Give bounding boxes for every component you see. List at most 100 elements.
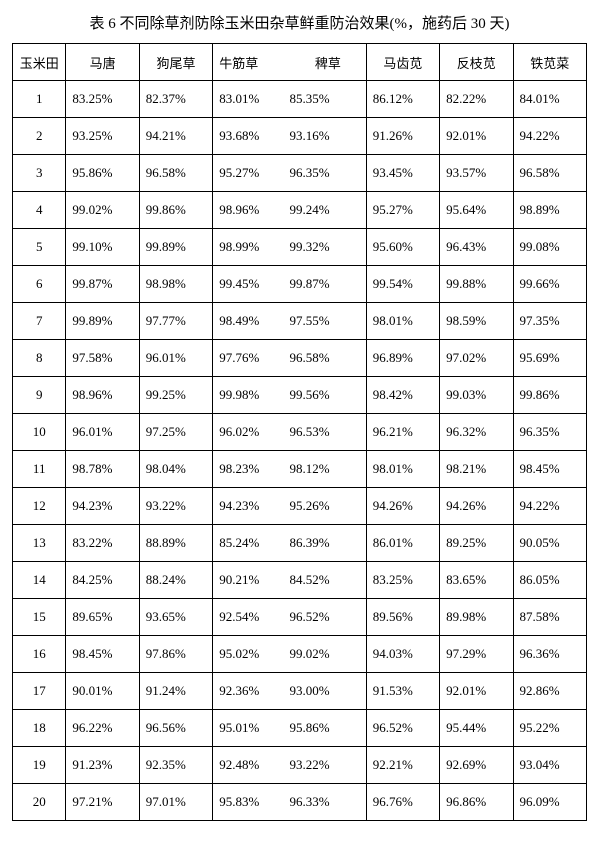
cell-madang: 96.01% (66, 414, 139, 451)
cell-fanzhi: 94.26% (440, 488, 513, 525)
cell-tiexian: 94.22% (513, 118, 586, 155)
cell-niujin: 93.68% (219, 128, 289, 144)
cell-tiexian: 86.05% (513, 562, 586, 599)
cell-tiexian: 95.69% (513, 340, 586, 377)
cell-machi: 98.01% (366, 451, 439, 488)
cell-gouwei: 93.65% (139, 599, 212, 636)
cell-madang: 97.58% (66, 340, 139, 377)
cell-fanzhi: 99.03% (440, 377, 513, 414)
cell-fanzhi: 99.88% (440, 266, 513, 303)
cell-tiexian: 96.09% (513, 784, 586, 821)
cell-niujin: 95.01% (219, 720, 289, 736)
cell-bai: 98.12% (290, 461, 360, 477)
cell-niujin-bai: 95.27%96.35% (213, 155, 367, 192)
cell-machi: 93.45% (366, 155, 439, 192)
cell-tiexian: 97.35% (513, 303, 586, 340)
cell-id: 15 (13, 599, 66, 636)
cell-niujin-bai: 99.45%99.87% (213, 266, 367, 303)
cell-fanzhi: 95.64% (440, 192, 513, 229)
cell-gouwei: 93.22% (139, 488, 212, 525)
cell-madang: 98.45% (66, 636, 139, 673)
cell-id: 9 (13, 377, 66, 414)
cell-id: 19 (13, 747, 66, 784)
table-row: 1198.78%98.04%98.23%98.12%98.01%98.21%98… (13, 451, 587, 488)
cell-madang: 93.25% (66, 118, 139, 155)
col-fanzhi: 反枝苋 (440, 44, 513, 81)
col-bai: 稗草 (293, 53, 363, 72)
cell-tiexian: 99.86% (513, 377, 586, 414)
cell-niujin: 90.21% (219, 572, 289, 588)
cell-id: 1 (13, 81, 66, 118)
cell-madang: 98.78% (66, 451, 139, 488)
cell-gouwei: 97.77% (139, 303, 212, 340)
cell-gouwei: 97.01% (139, 784, 212, 821)
cell-id: 2 (13, 118, 66, 155)
cell-niujin-bai: 97.76%96.58% (213, 340, 367, 377)
col-tiexian: 铁苋菜 (513, 44, 586, 81)
table-row: 2097.21%97.01%95.83%96.33%96.76%96.86%96… (13, 784, 587, 821)
cell-id: 10 (13, 414, 66, 451)
cell-niujin: 95.83% (219, 794, 289, 810)
cell-id: 5 (13, 229, 66, 266)
cell-niujin: 99.98% (219, 387, 289, 403)
cell-id: 14 (13, 562, 66, 599)
cell-bai: 97.55% (290, 313, 360, 329)
table-row: 1589.65%93.65%92.54%96.52%89.56%89.98%87… (13, 599, 587, 636)
cell-fanzhi: 89.98% (440, 599, 513, 636)
cell-tiexian: 93.04% (513, 747, 586, 784)
cell-niujin: 92.36% (219, 683, 289, 699)
cell-tiexian: 96.58% (513, 155, 586, 192)
cell-madang: 96.22% (66, 710, 139, 747)
table-row: 1790.01%91.24%92.36%93.00%91.53%92.01%92… (13, 673, 587, 710)
cell-gouwei: 96.01% (139, 340, 212, 377)
cell-fanzhi: 92.01% (440, 673, 513, 710)
cell-niujin-bai: 95.83%96.33% (213, 784, 367, 821)
cell-gouwei: 88.89% (139, 525, 212, 562)
cell-tiexian: 84.01% (513, 81, 586, 118)
cell-niujin: 98.23% (219, 461, 289, 477)
table-row: 599.10%99.89%98.99%99.32%95.60%96.43%99.… (13, 229, 587, 266)
cell-madang: 83.22% (66, 525, 139, 562)
cell-niujin: 94.23% (219, 498, 289, 514)
cell-gouwei: 99.25% (139, 377, 212, 414)
cell-tiexian: 98.89% (513, 192, 586, 229)
cell-gouwei: 88.24% (139, 562, 212, 599)
cell-machi: 96.21% (366, 414, 439, 451)
cell-id: 12 (13, 488, 66, 525)
cell-fanzhi: 92.01% (440, 118, 513, 155)
cell-machi: 96.89% (366, 340, 439, 377)
cell-madang: 94.23% (66, 488, 139, 525)
table-row: 897.58%96.01%97.76%96.58%96.89%97.02%95.… (13, 340, 587, 377)
cell-madang: 84.25% (66, 562, 139, 599)
cell-niujin-bai: 98.96%99.24% (213, 192, 367, 229)
cell-id: 13 (13, 525, 66, 562)
cell-niujin: 98.96% (219, 202, 289, 218)
cell-fanzhi: 97.02% (440, 340, 513, 377)
cell-tiexian: 90.05% (513, 525, 586, 562)
table-row: 395.86%96.58%95.27%96.35%93.45%93.57%96.… (13, 155, 587, 192)
cell-madang: 95.86% (66, 155, 139, 192)
cell-bai: 99.24% (290, 202, 360, 218)
cell-niujin: 98.99% (219, 239, 289, 255)
cell-tiexian: 87.58% (513, 599, 586, 636)
cell-madang: 90.01% (66, 673, 139, 710)
cell-gouwei: 92.35% (139, 747, 212, 784)
table-row: 799.89%97.77%98.49%97.55%98.01%98.59%97.… (13, 303, 587, 340)
header-row: 玉米田 马唐 狗尾草 牛筋草 稗草 马齿苋 反枝苋 铁苋菜 (13, 44, 587, 81)
cell-niujin-bai: 99.98%99.56% (213, 377, 367, 414)
col-niujin: 牛筋草 (219, 53, 289, 72)
cell-niujin: 99.45% (219, 276, 289, 292)
cell-bai: 99.56% (290, 387, 360, 403)
cell-machi: 91.53% (366, 673, 439, 710)
cell-niujin: 85.24% (219, 535, 289, 551)
cell-madang: 98.96% (66, 377, 139, 414)
cell-madang: 99.87% (66, 266, 139, 303)
cell-gouwei: 97.86% (139, 636, 212, 673)
cell-machi: 89.56% (366, 599, 439, 636)
cell-machi: 96.52% (366, 710, 439, 747)
table-row: 499.02%99.86%98.96%99.24%95.27%95.64%98.… (13, 192, 587, 229)
cell-gouwei: 96.58% (139, 155, 212, 192)
cell-niujin-bai: 92.36%93.00% (213, 673, 367, 710)
cell-machi: 98.42% (366, 377, 439, 414)
table-body: 183.25%82.37%83.01%85.35%86.12%82.22%84.… (13, 81, 587, 821)
